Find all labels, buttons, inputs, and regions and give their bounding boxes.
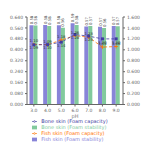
svg-text:0.800: 0.800 xyxy=(127,58,140,63)
svg-text:0.58: 0.58 xyxy=(47,16,52,25)
svg-text:1.10: 1.10 xyxy=(43,45,52,50)
svg-text:1.200: 1.200 xyxy=(127,36,140,41)
svg-text:1.14: 1.14 xyxy=(57,43,66,48)
svg-text:0.56: 0.56 xyxy=(60,18,65,27)
svg-text:0.240: 0.240 xyxy=(10,69,23,74)
svg-text:1.09: 1.09 xyxy=(43,39,52,44)
svg-text:0.080: 0.080 xyxy=(10,91,23,96)
svg-text:1.400: 1.400 xyxy=(127,26,140,31)
svg-text:1.23: 1.23 xyxy=(84,31,93,36)
svg-text:1.28: 1.28 xyxy=(71,35,80,40)
svg-text:0.480: 0.480 xyxy=(10,36,23,41)
svg-text:0.58: 0.58 xyxy=(33,15,38,24)
svg-text:1.09: 1.09 xyxy=(30,45,39,50)
svg-text:0.000: 0.000 xyxy=(10,102,23,107)
svg-text:9.0: 9.0 xyxy=(113,108,120,113)
svg-text:1.26: 1.26 xyxy=(71,30,80,35)
svg-text:0.000: 0.000 xyxy=(127,102,140,107)
svg-text:0.640: 0.640 xyxy=(10,15,23,20)
svg-text:0.200: 0.200 xyxy=(127,91,140,96)
svg-text:8.0: 8.0 xyxy=(99,108,106,113)
svg-text:7.0: 7.0 xyxy=(85,108,92,113)
svg-text:1.000: 1.000 xyxy=(127,47,140,52)
svg-text:3.0: 3.0 xyxy=(30,108,37,113)
svg-text:1.06: 1.06 xyxy=(112,41,121,46)
svg-text:1.18: 1.18 xyxy=(57,34,66,39)
svg-text:0.160: 0.160 xyxy=(10,80,23,85)
svg-text:0.57: 0.57 xyxy=(115,16,120,25)
svg-text:0.600: 0.600 xyxy=(127,69,140,74)
svg-text:0.400: 0.400 xyxy=(10,47,23,52)
svg-text:0.320: 0.320 xyxy=(10,58,23,63)
svg-text:4.0: 4.0 xyxy=(44,108,51,113)
svg-text:0.400: 0.400 xyxy=(127,80,140,85)
svg-text:0.58: 0.58 xyxy=(74,15,79,24)
svg-text:5.0: 5.0 xyxy=(58,108,65,113)
svg-text:1.20: 1.20 xyxy=(98,40,107,45)
svg-text:1.25: 1.25 xyxy=(84,37,93,42)
svg-text:1.10: 1.10 xyxy=(30,38,39,43)
svg-text:0.56: 0.56 xyxy=(102,18,107,27)
svg-text:1.600: 1.600 xyxy=(127,15,140,20)
svg-text:pH: pH xyxy=(72,113,79,120)
svg-text:1.20: 1.20 xyxy=(112,40,121,45)
svg-text:0.560: 0.560 xyxy=(10,26,23,31)
svg-text:0.57: 0.57 xyxy=(88,16,93,25)
